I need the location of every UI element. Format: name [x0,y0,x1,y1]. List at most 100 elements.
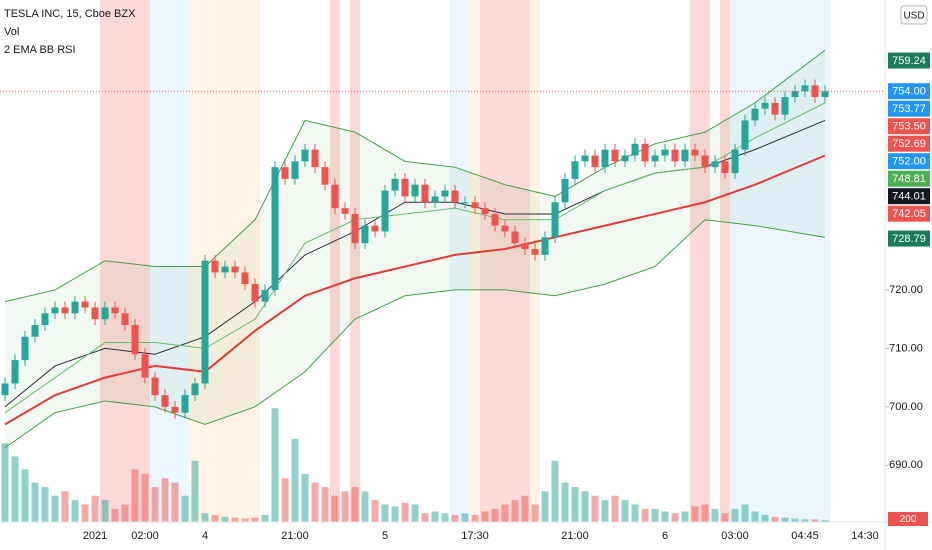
y-tick-label: 710.00 [889,342,923,354]
price-label: 744.01 [892,191,926,203]
volume-bar [61,491,69,522]
volume-bar [701,504,709,522]
candle-layer [0,79,885,419]
volume-bar [141,473,149,522]
candle-body [521,243,529,250]
volume-bar [661,511,669,522]
volume-bar [31,482,39,522]
volume-bar [301,473,309,522]
candle-body [801,85,809,92]
currency: USD [903,11,924,22]
candle-body [251,284,259,302]
volume-bar [331,495,339,522]
candle-body [531,249,539,255]
candle-body [431,196,439,203]
y-tick-label: 720.00 [889,284,923,296]
candle-body [371,225,379,232]
legend-item[interactable]: 2 EMA BB RSI [4,44,76,56]
currency-box[interactable] [900,5,928,25]
candle-body [181,395,189,413]
highlight-layer [100,0,830,522]
candle-body [71,301,79,314]
candle-body [271,167,279,290]
volume-bar [221,516,229,522]
time-axis-bg [0,522,885,550]
volume-bar [71,500,79,522]
volume-bar [551,460,559,522]
volume-bar [571,487,579,522]
x-tick-label: 2021 [83,530,107,542]
signal-band [350,0,360,522]
candle-body [781,97,789,115]
candle-body [571,161,579,179]
legend-item[interactable]: Vol [4,26,19,38]
x-tick-label: 5 [382,530,388,542]
volume-bar [211,515,219,522]
candle-body [541,237,549,255]
volume-bar [181,495,189,522]
volume-bar [291,438,299,522]
volume-bar [611,495,619,522]
y-tick-label: 700.00 [889,401,923,413]
volume-bar [311,482,319,522]
price-label-box [888,83,930,100]
candle-body [641,143,649,162]
candle-body [391,178,399,191]
signal-band [330,0,340,522]
volume-bar [271,408,279,522]
volume-bar [11,456,19,522]
volume-bar [681,511,689,522]
volume-bar [161,478,169,522]
x-tick-label: 21:00 [281,530,309,542]
candle-body [811,85,819,98]
volume-bar [651,508,659,522]
volume-bar [81,504,89,522]
volume-bar [421,513,429,522]
volume-bar [771,516,779,522]
candle-body [771,102,779,115]
candle-body [821,91,829,98]
candle-body [411,184,419,197]
volume-bar [101,500,109,522]
candle-body [211,260,219,273]
price-label: 748.81 [892,173,926,185]
x-tick-label: 17:30 [461,530,489,542]
price-label-box [888,118,930,135]
overlay-line [4,154,826,426]
candle-body [661,149,669,156]
volume-bar [821,520,829,522]
volume-bar [21,469,29,522]
candle-body [141,354,149,378]
candle-body [201,260,209,384]
candle-body [221,266,229,273]
volume-bar [491,508,499,522]
volume-bar [121,504,129,522]
candle-body [751,108,759,121]
volume-bar [801,519,809,522]
candle-body [501,225,509,232]
volume-bar [451,515,459,522]
signal-band [720,0,730,522]
volume-bar [91,495,99,522]
volume-bar [521,495,529,522]
volume-bar [231,517,239,522]
price-label: 759.24 [892,55,926,67]
price-label-box [888,170,930,187]
candle-body [1,383,9,396]
price-label-box [888,188,930,205]
candle-body [591,155,599,168]
candle-body [161,395,169,407]
candle-body [691,149,699,156]
price-label: 752.00 [892,156,926,168]
volume-bar [621,500,629,522]
x-tick-label: 14:30 [851,530,879,542]
price-label-box [888,153,930,170]
volume-bar [731,508,739,522]
volume-bar [171,482,179,522]
candle-body [401,178,409,197]
candle-body [581,155,589,162]
volume-bar [381,504,389,522]
volume-bar [591,495,599,522]
candle-body [651,155,659,162]
